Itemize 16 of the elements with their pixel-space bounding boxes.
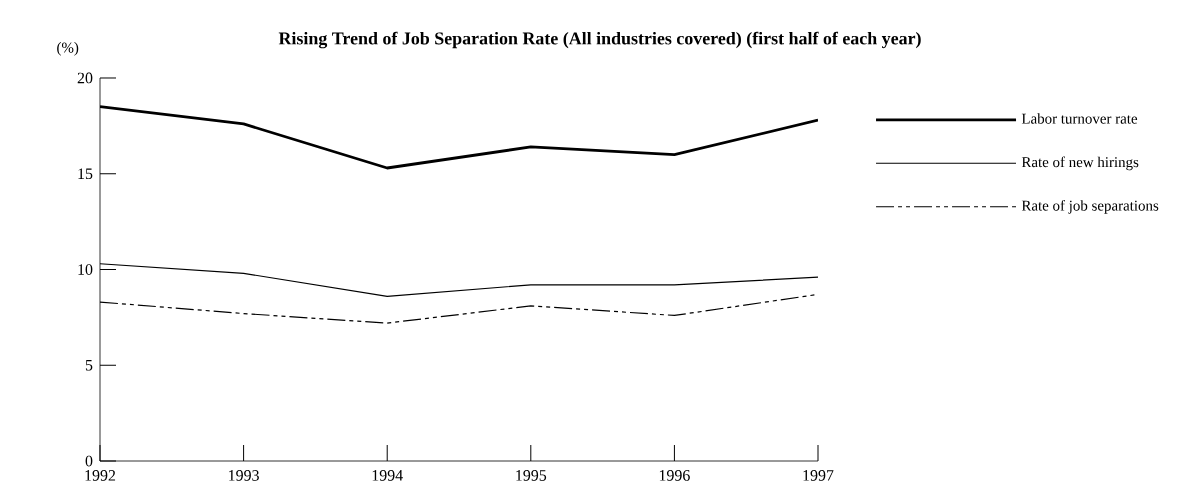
x-tick-label: 1995 xyxy=(516,470,547,481)
x-tick-label: 1996 xyxy=(659,470,690,481)
x-tick-label: 1997 xyxy=(803,470,834,481)
y-axis-title: (%) xyxy=(57,42,79,56)
text: Rate of job separations xyxy=(1021,199,1159,214)
y-tick-label: 10 xyxy=(78,264,93,275)
y-tick-label: 0 xyxy=(85,455,93,467)
y-tick-label: 5 xyxy=(85,359,93,371)
chart-title: Rising Trend of Job Separation Rate (All industries covered) (first half of each year) xyxy=(278,31,921,49)
x-tick-label: 1993 xyxy=(229,470,259,481)
y-tick-label: 15 xyxy=(78,168,93,180)
text: Labor turnover rate xyxy=(1021,113,1138,124)
text: Rate of new hirings xyxy=(1021,156,1139,171)
x-tick-label: 1994 xyxy=(372,470,403,481)
x-tick-label: 1992 xyxy=(85,470,116,481)
y-tick-label: 20 xyxy=(77,72,93,84)
